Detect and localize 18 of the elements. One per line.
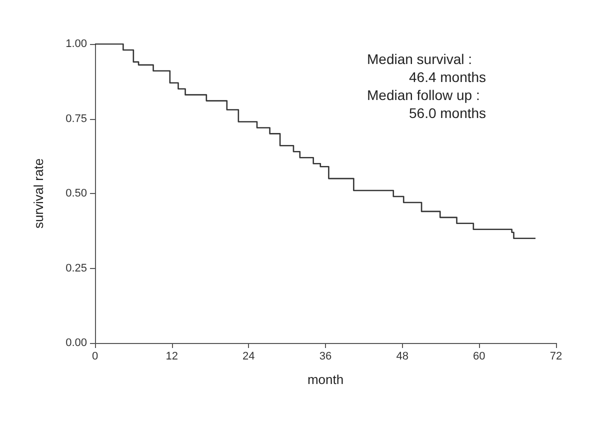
x-tick-label: 48 (396, 350, 408, 362)
y-tick-label: 0.25 (66, 262, 87, 274)
y-tick-label: 1.00 (66, 38, 87, 50)
y-tick-label: 0.50 (66, 188, 87, 200)
y-axis-title: survival rate (31, 158, 46, 229)
y-tick-label: 0.00 (66, 337, 87, 349)
annotation: 46.4 months (409, 69, 486, 85)
y-tick-label: 0.75 (66, 112, 87, 125)
x-tick-label: 0 (92, 350, 98, 362)
x-tick-label: 60 (473, 350, 486, 362)
annotation: Median survival : (367, 51, 472, 67)
x-tick-label: 12 (166, 350, 178, 362)
annotation: Median follow up : (367, 87, 480, 103)
x-tick-label: 36 (319, 350, 332, 362)
x-tick-label: 72 (550, 350, 562, 362)
annotation: 56.0 months (409, 105, 486, 121)
x-axis-title: month (307, 372, 344, 387)
x-tick-label: 24 (242, 350, 255, 362)
